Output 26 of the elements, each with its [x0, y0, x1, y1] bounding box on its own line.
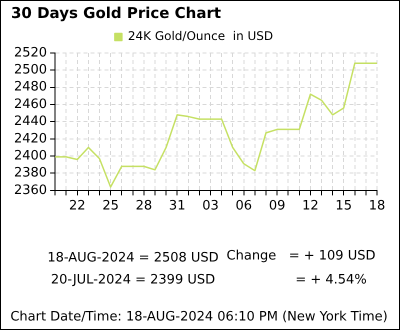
- y-tick-label: 2500: [14, 62, 48, 78]
- x-tick-label: 28: [136, 198, 152, 214]
- text: 18-AUG-2024 = 2508 USD: [47, 250, 219, 266]
- x-tick-label: 06: [236, 198, 252, 214]
- y-tick-label: 2520: [14, 45, 48, 60]
- y-tick-label: 2400: [14, 148, 48, 164]
- x-tick-label: 31: [168, 198, 186, 214]
- y-tick-label: 2420: [14, 131, 48, 146]
- y-tick-label: 2440: [14, 114, 48, 130]
- y-tick-label: 2460: [14, 96, 48, 112]
- text: Change = + 109 USD: [226, 248, 376, 264]
- text: 20-JUL-2024 = 2399 USD: [50, 272, 216, 288]
- x-tick-label: 18: [368, 198, 386, 214]
- x-tick-label: 03: [202, 198, 219, 214]
- text: Chart Date/Time: 18-AUG-2024 06:10 PM (New York Time): [10, 309, 388, 324]
- legend-label: 24K Gold/Ounce in USD: [128, 29, 274, 44]
- x-tick-label: 25: [102, 198, 119, 214]
- chart-title: 30 Days Gold Price Chart: [11, 4, 222, 22]
- y-tick-label: 2380: [14, 166, 48, 181]
- x-tick-label: 09: [268, 198, 286, 214]
- y-tick-label: 2480: [14, 80, 48, 95]
- x-tick-label: 15: [335, 198, 352, 214]
- x-tick-label: 22: [69, 198, 86, 214]
- x-tick-label: 12: [302, 198, 319, 214]
- y-tick-label: 2360: [14, 182, 48, 198]
- text: = + 4.54%: [295, 272, 367, 288]
